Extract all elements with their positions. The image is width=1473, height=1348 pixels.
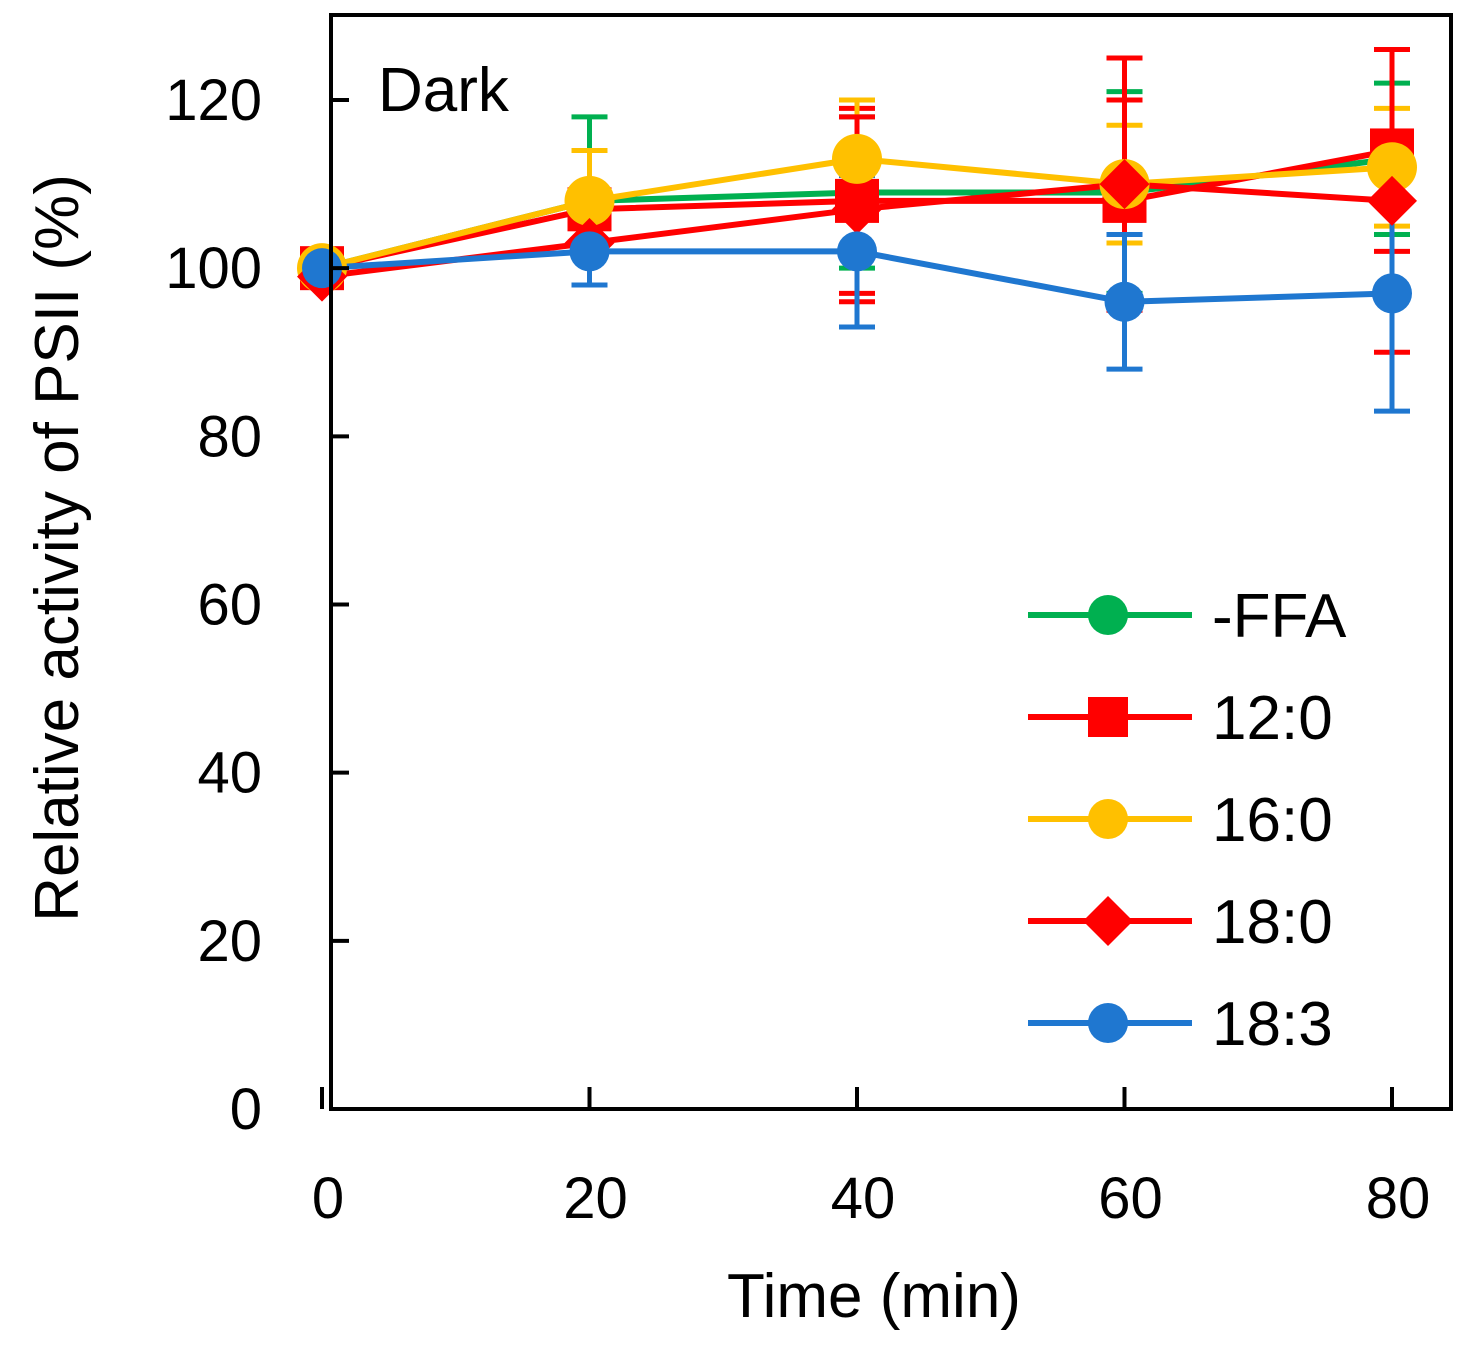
y-axis-title: Relative activity of PSII (%) (23, 174, 92, 922)
plot-frame (329, 13, 1453, 1111)
data-point-18-3 (1104, 281, 1145, 322)
data-point-18-3 (1372, 273, 1412, 314)
legend-label-18-3: 18:3 (1212, 990, 1333, 1059)
legend-marker-18-3 (1088, 1003, 1128, 1043)
data-point-16-0 (1367, 142, 1417, 193)
legend-marker-12-0 (1088, 697, 1128, 737)
legend-label-12-0: 12:0 (1212, 684, 1333, 753)
y-tick-label: 80 (197, 404, 262, 469)
data-point-18-0 (1367, 175, 1417, 226)
data-point-16-0 (564, 175, 615, 226)
legend-label-ffa: -FFA (1212, 582, 1347, 651)
legend-label-16-0: 16:0 (1212, 786, 1333, 855)
axis-layer: 0 20 40 60 80 100 120 0 20 40 60 80 (165, 68, 1430, 1231)
data-point-18-3 (837, 231, 877, 272)
y-tick-label: 60 (197, 573, 262, 638)
panel-label: Dark (378, 56, 510, 125)
marker-layer (297, 128, 1417, 322)
y-tick-label: 20 (197, 909, 262, 974)
y-tick-label: 40 (197, 741, 262, 806)
legend-marker-ffa (1088, 595, 1128, 635)
legend-marker-16-0 (1088, 799, 1128, 839)
data-point-18-0 (1099, 159, 1150, 210)
x-tick-label: 0 (312, 1166, 344, 1231)
x-tick-label: 40 (831, 1166, 896, 1231)
y-tick-label: 0 (230, 1077, 262, 1142)
data-point-18-0 (832, 184, 882, 235)
x-tick-label: 20 (563, 1166, 628, 1231)
x-tick-label: 80 (1366, 1166, 1431, 1231)
y-tick-label: 100 (165, 236, 262, 301)
y-tick-label: 120 (165, 68, 262, 133)
legend-label-18-0: 18:0 (1212, 888, 1333, 957)
x-tick-label: 60 (1098, 1166, 1163, 1231)
legend-marker-18-0 (1083, 896, 1133, 946)
data-point-18-3 (569, 231, 610, 272)
data-point-16-0 (832, 133, 882, 184)
legend: -FFA 12:0 16:0 18:0 18:3 (1028, 582, 1347, 1059)
x-axis-title: Time (min) (727, 1262, 1021, 1331)
